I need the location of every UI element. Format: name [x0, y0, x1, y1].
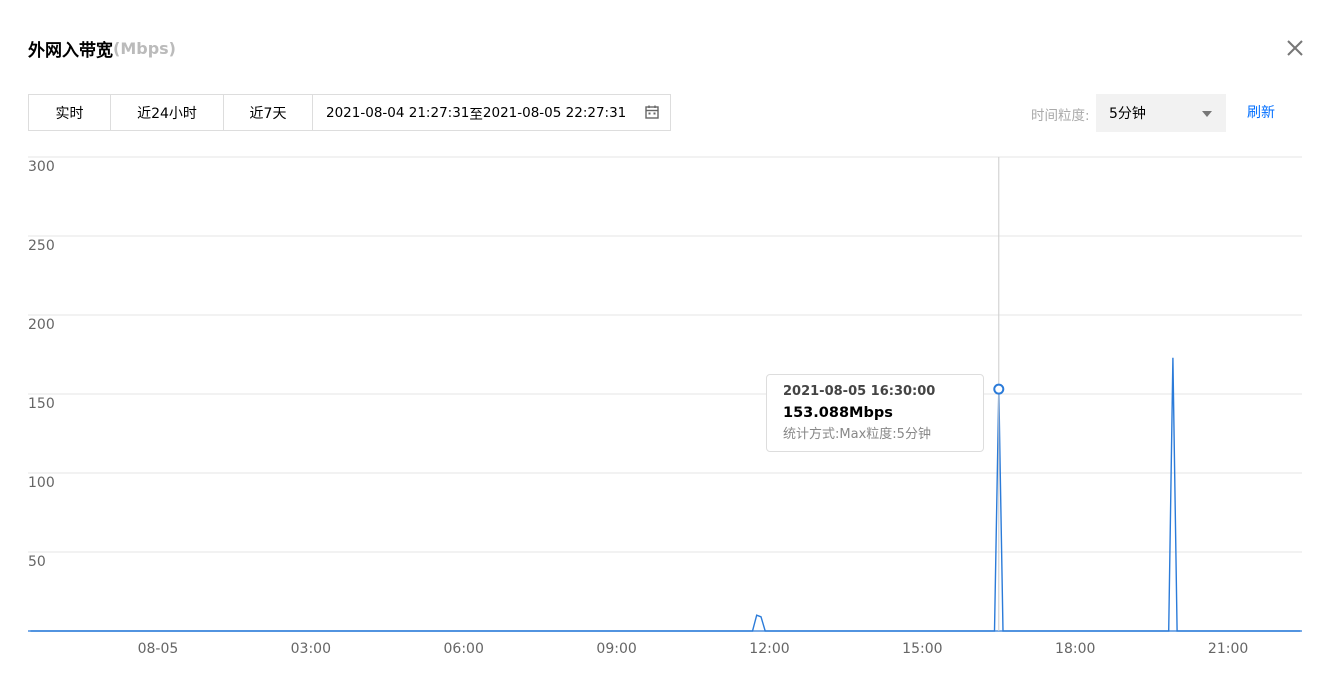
- close-icon[interactable]: [1284, 37, 1306, 59]
- tooltip-method-label: 统计方式:: [783, 427, 840, 442]
- tooltip-method: Max: [839, 427, 867, 442]
- range-start: 2021-08-04 21:27:31: [326, 104, 470, 121]
- chart-tooltip: 2021-08-05 16:30:00 153.088Mbps 统计方式:Max…: [766, 374, 984, 452]
- chevron-down-icon: [1202, 111, 1212, 117]
- x-tick-label: 09:00: [596, 641, 636, 657]
- refresh-button[interactable]: 刷新: [1247, 105, 1275, 121]
- y-tick-label: 150: [28, 396, 55, 412]
- x-tick-label: 21:00: [1208, 641, 1248, 657]
- x-tick-label: 06:00: [444, 641, 484, 657]
- range-end: 2021-08-05 22:27:31: [482, 104, 627, 121]
- tooltip-granularity: 5分钟: [896, 427, 931, 442]
- bandwidth-series-line: [30, 357, 1301, 632]
- calendar-icon[interactable]: [644, 104, 660, 120]
- highlight-point: [993, 383, 1005, 395]
- dialog-title: 外网入带宽: [28, 40, 113, 61]
- last-24h-button[interactable]: 近24小时: [111, 95, 224, 130]
- dialog-header: 外网入带宽 (Mbps): [28, 36, 176, 61]
- y-tick-label: 50: [28, 554, 46, 570]
- tooltip-value: 153.088Mbps: [783, 405, 893, 421]
- tooltip-time: 2021-08-05 16:30:00: [783, 384, 936, 399]
- last-7d-button[interactable]: 近7天: [224, 95, 313, 130]
- x-tick-label: 12:00: [749, 641, 789, 657]
- date-range-picker[interactable]: 2021-08-04 21:27:31 至 2021-08-05 22:27:31: [313, 95, 670, 130]
- y-tick-label: 300: [28, 159, 55, 175]
- granularity-select[interactable]: 5分钟: [1096, 94, 1226, 132]
- x-tick-label: 18:00: [1055, 641, 1095, 657]
- granularity-label: 时间粒度:: [1031, 108, 1090, 124]
- tooltip-granularity-label: 粒度:: [866, 427, 897, 442]
- y-tick-label: 250: [28, 238, 55, 254]
- y-tick-label: 200: [28, 317, 55, 333]
- x-tick-label: 08-05: [138, 641, 179, 657]
- x-tick-label: 15:00: [902, 641, 942, 657]
- x-tick-label: 03:00: [291, 641, 331, 657]
- range-separator: 至: [469, 106, 483, 123]
- granularity-value: 5分钟: [1109, 106, 1146, 122]
- unit-label: (Mbps): [113, 38, 176, 58]
- tooltip-meta: 统计方式:Max粒度:5分钟: [783, 426, 983, 444]
- time-range-toolbar: 实时 近24小时 近7天 2021-08-04 21:27:31 至 2021-08…: [28, 94, 671, 131]
- realtime-button[interactable]: 实时: [29, 95, 111, 130]
- y-tick-label: 100: [28, 475, 55, 491]
